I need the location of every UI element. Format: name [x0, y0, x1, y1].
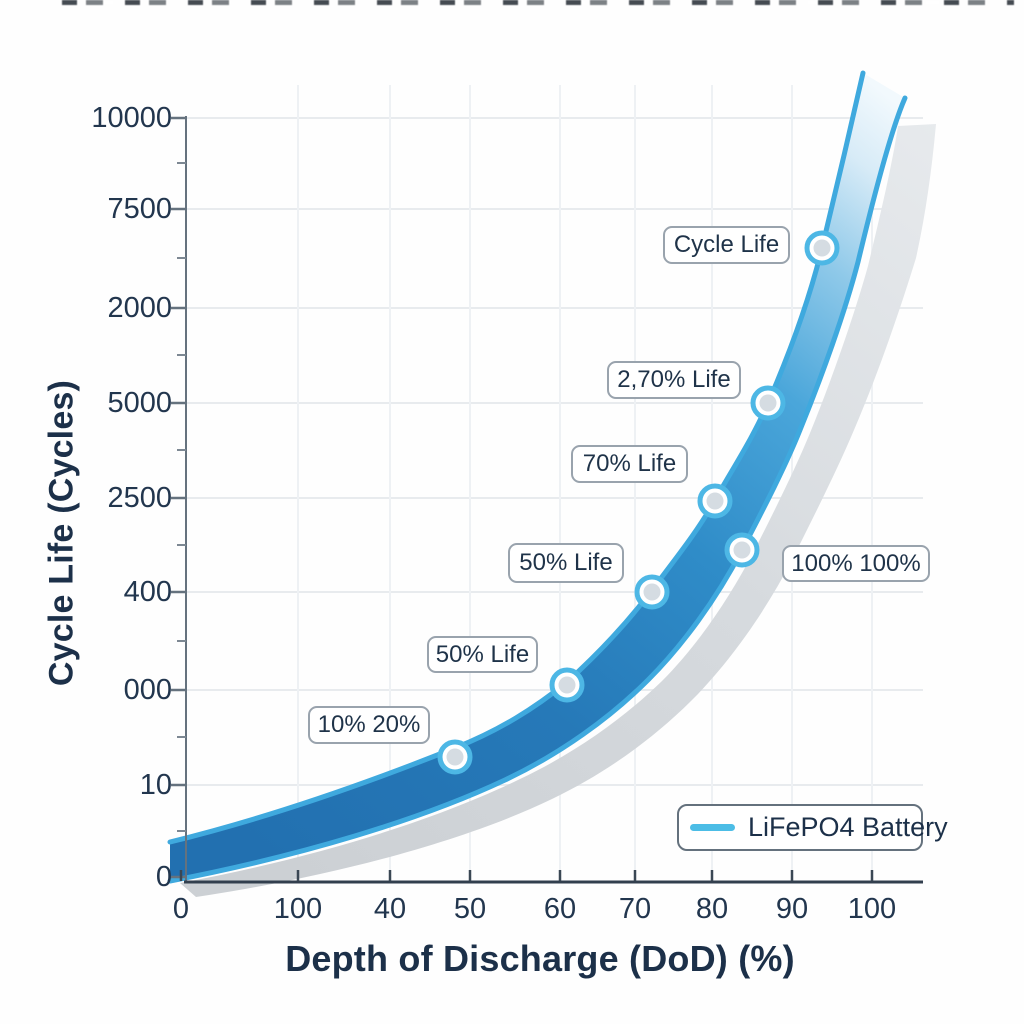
y-tick-label: 0 [155, 861, 172, 893]
x-tick-label: 60 [543, 893, 577, 925]
x-ticks [179, 870, 874, 881]
legend-label: LiFePO4 Battery [748, 812, 948, 842]
data-point-marker [750, 385, 786, 421]
x-tick-label: 70 [618, 893, 652, 925]
cropped-text-artifact [62, 0, 1014, 5]
y-major-ticks [171, 116, 186, 879]
y-tick-label: 10000 [91, 102, 172, 134]
y-minor-ticks [177, 162, 186, 832]
annotation-label: 70% Life [571, 445, 688, 483]
annotation-label: 50% Life [427, 636, 538, 673]
x-tick-label: 0 [172, 893, 190, 925]
data-point-marker [437, 739, 473, 775]
data-point-marker [724, 532, 760, 568]
x-tick-label: 90 [775, 893, 809, 925]
annotation-label: Cycle Life [663, 226, 790, 264]
x-axis-title: Depth of Discharge (DoD) (%) [285, 938, 795, 979]
annotation-label: 10% 20% [308, 706, 430, 744]
data-point-marker [549, 667, 585, 703]
x-tick-label: 100 [847, 893, 897, 925]
lifepo4-band [170, 73, 905, 881]
x-tick-label: 80 [695, 893, 729, 925]
x-tick-label: 100 [273, 893, 323, 925]
legend: LiFePO4 Battery [677, 804, 948, 851]
data-point-markers [437, 230, 840, 775]
data-point-marker [634, 574, 670, 610]
x-tick-label: 40 [373, 893, 407, 925]
y-axis-title: Cycle Life (Cycles) [42, 379, 81, 687]
x-tick-label: 50 [453, 893, 487, 925]
y-tick-label: 2000 [107, 292, 172, 324]
annotation-label: 2,70% Life [607, 361, 741, 399]
y-tick-label: 000 [123, 674, 172, 706]
band-lower-edge [167, 95, 908, 884]
legend-line-swatch [690, 824, 735, 831]
y-tick-label: 2500 [107, 482, 172, 514]
y-tick-label: 10 [139, 769, 172, 801]
y-tick-label: 7500 [107, 193, 172, 225]
data-point-marker [804, 230, 840, 266]
data-point-marker [697, 483, 733, 519]
annotation-label: 50% Life [508, 543, 624, 583]
y-tick-label: 5000 [107, 387, 172, 419]
shadow-band [180, 124, 936, 897]
annotation-label: 100% 100% [782, 545, 930, 582]
y-tick-label: 400 [123, 576, 172, 608]
